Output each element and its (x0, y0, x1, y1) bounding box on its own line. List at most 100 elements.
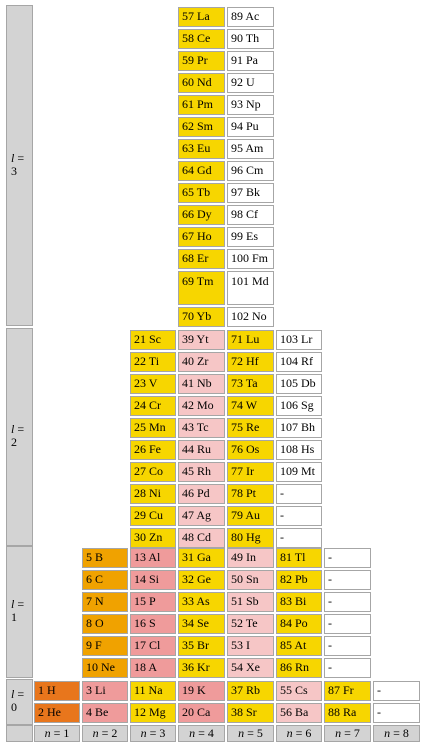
element-cell: 88 Ra (324, 703, 371, 723)
element-cell: 3 Li (82, 681, 128, 701)
n-label-text: n = 4 (189, 726, 214, 740)
element-cell: - (276, 484, 322, 504)
element-cell: 103 Lr (276, 330, 322, 350)
element-cell: 109 Mt (276, 462, 322, 482)
element-cell: 7 N (82, 592, 128, 612)
n-label: n = 5 (227, 725, 274, 742)
element-cell: 10 Ne (82, 658, 128, 678)
element-cell: 105 Db (276, 374, 322, 394)
n-label-text: n = 5 (238, 726, 263, 740)
element-cell: 94 Pu (227, 117, 274, 137)
element-cell: 97 Bk (227, 183, 274, 203)
element-cell: 83 Bi (276, 592, 322, 612)
n-label-text: n = 8 (384, 726, 409, 740)
n-label: n = 7 (324, 725, 371, 742)
element-cell: 89 Ac (227, 7, 274, 27)
l-label: l (11, 597, 15, 611)
element-cell: 27 Co (130, 462, 176, 482)
element-cell: - (276, 528, 322, 548)
element-cell: 81 Tl (276, 548, 322, 568)
element-cell: 98 Cf (227, 205, 274, 225)
element-cell: 46 Pd (178, 484, 225, 504)
element-cell: 25 Mn (130, 418, 176, 438)
element-cell: 67 Ho (178, 227, 225, 247)
element-cell: 36 Kr (178, 658, 225, 678)
element-cell: 78 Pt (227, 484, 274, 504)
element-cell: 68 Er (178, 249, 225, 269)
element-cell: 66 Dy (178, 205, 225, 225)
element-cell: 43 Tc (178, 418, 225, 438)
element-cell: 22 Ti (130, 352, 176, 372)
element-cell: 96 Cm (227, 161, 274, 181)
element-cell: - (324, 570, 371, 590)
l-value: 0 (11, 700, 17, 714)
element-cell: 17 Cl (130, 636, 176, 656)
element-cell: 49 In (227, 548, 274, 568)
l-value: 3 (11, 163, 17, 178)
element-cell: 108 Hs (276, 440, 322, 460)
l-value: 2 (11, 435, 17, 449)
n-label: n = 2 (82, 725, 128, 742)
element-cell: 11 Na (130, 681, 176, 701)
element-cell: 38 Sr (227, 703, 274, 723)
element-cell: 93 Np (227, 95, 274, 115)
element-cell: 70 Yb (178, 307, 225, 327)
element-cell: 73 Ta (227, 374, 274, 394)
element-cell: 75 Re (227, 418, 274, 438)
n-label-text: n = 6 (286, 726, 312, 740)
element-cell: 86 Rn (276, 658, 322, 678)
element-cell: 44 Ru (178, 440, 225, 460)
element-cell: 34 Se (178, 614, 225, 634)
l-group-label: l = 1 (6, 546, 33, 678)
element-cell: 53 I (227, 636, 274, 656)
element-cell: - (324, 658, 371, 678)
corner-cell (6, 725, 33, 742)
n-label-text: n = 7 (335, 726, 360, 740)
element-cell: 107 Bh (276, 418, 322, 438)
element-cell: - (324, 614, 371, 634)
n-label: n = 1 (34, 725, 80, 742)
element-cell: 5 B (82, 548, 128, 568)
element-cell: 41 Nb (178, 374, 225, 394)
l-group-label: l = 2 (6, 328, 33, 546)
element-cell: 29 Cu (130, 506, 176, 526)
element-cell: 47 Ag (178, 506, 225, 526)
element-cell: 32 Ge (178, 570, 225, 590)
l-group-label: l = 0 (6, 679, 33, 725)
n-label: n = 8 (373, 725, 420, 742)
element-cell: 99 Es (227, 227, 274, 247)
element-cell: 69 Tm (178, 271, 225, 305)
element-cell: 55 Cs (276, 681, 322, 701)
element-cell: 100 Fm (227, 249, 274, 269)
element-cell: 56 Ba (276, 703, 322, 723)
element-cell: 74 W (227, 396, 274, 416)
element-cell: 16 S (130, 614, 176, 634)
element-cell: 42 Mo (178, 396, 225, 416)
element-cell: 13 Al (130, 548, 176, 568)
element-cell: 101 Md (227, 271, 274, 305)
element-cell: 92 U (227, 73, 274, 93)
element-cell: 9 F (82, 636, 128, 656)
element-cell: 71 Lu (227, 330, 274, 350)
element-cell: - (373, 681, 420, 701)
n-label: n = 4 (178, 725, 225, 742)
element-cell: 40 Zr (178, 352, 225, 372)
element-cell: 72 Hf (227, 352, 274, 372)
element-cell: 26 Fe (130, 440, 176, 460)
element-cell: 58 Ce (178, 29, 225, 49)
element-cell: 24 Cr (130, 396, 176, 416)
element-cell: 102 No (227, 307, 274, 327)
element-cell: 80 Hg (227, 528, 274, 548)
element-cell: 33 As (178, 592, 225, 612)
element-cell: 87 Fr (324, 681, 371, 701)
element-cell: 91 Pa (227, 51, 274, 71)
element-cell: - (276, 506, 322, 526)
l-label: l (11, 687, 15, 701)
element-cell: 61 Pm (178, 95, 225, 115)
element-cell: 50 Sn (227, 570, 274, 590)
element-cell: 19 K (178, 681, 225, 701)
element-cell: 6 C (82, 570, 128, 590)
element-cell: 12 Mg (130, 703, 176, 723)
element-cell: 84 Po (276, 614, 322, 634)
